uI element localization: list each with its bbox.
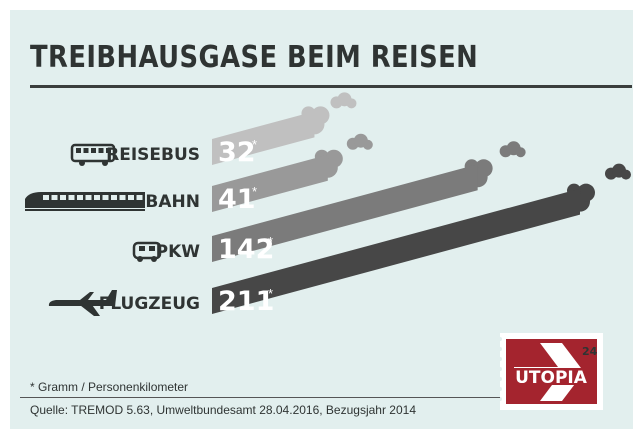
train-window	[111, 195, 117, 200]
smoke-cloud	[577, 183, 595, 202]
source-divider	[20, 397, 500, 398]
train-window	[43, 195, 49, 200]
smoke-cloud	[515, 147, 526, 158]
chart-title: TREIBHAUSGASE BEIM REISEN	[30, 40, 479, 75]
train-window	[51, 195, 58, 200]
bar-pkw	[212, 164, 478, 262]
asterisk: *	[252, 137, 257, 152]
smoke-cloud	[346, 98, 357, 109]
bus-window	[76, 148, 81, 153]
category-label: BAHN	[145, 192, 200, 212]
source-note: Quelle: TREMOD 5.63, Umweltbundesamt 28.…	[30, 403, 416, 417]
bus-window	[106, 148, 111, 153]
asterisk: *	[252, 184, 257, 199]
chart-row: 41*BAHN	[25, 133, 373, 215]
car-window	[149, 246, 155, 251]
train-window	[136, 195, 143, 200]
footnote: * Gramm / Personenkilometer	[30, 380, 189, 394]
bar-value-label: 41	[218, 184, 256, 215]
bar-bahn	[212, 154, 328, 212]
asterisk: *	[268, 234, 273, 249]
bus-wheel	[102, 160, 108, 166]
train-window	[94, 195, 100, 200]
car-wheel	[137, 256, 143, 262]
train-window	[68, 195, 75, 200]
smoke-cloud	[362, 139, 373, 150]
chart-row: 211*FLUGZEUG	[48, 163, 631, 317]
smoke-cloud	[324, 149, 343, 168]
bus-window	[91, 148, 96, 153]
airplane-wing	[80, 292, 94, 300]
car-icon	[132, 241, 162, 262]
car-window	[139, 246, 145, 251]
utopia-logo: 24 UTOPIA	[500, 333, 603, 410]
category-label: REISEBUS	[106, 145, 200, 165]
logo-number: 24	[582, 345, 598, 358]
stamp-perforation	[500, 337, 502, 401]
train-window	[128, 195, 134, 200]
bar-reisebus	[212, 111, 315, 165]
asterisk: *	[268, 286, 273, 301]
bus-window	[98, 148, 104, 153]
chart-row: 142*PKW	[132, 141, 526, 265]
airplane-fuselage	[48, 290, 118, 306]
train-window	[77, 195, 83, 200]
train-rail	[25, 209, 145, 211]
car-wheel	[151, 256, 157, 262]
logo-wordmark: UTOPIA	[515, 368, 588, 388]
category-label: PKW	[156, 242, 201, 262]
category-label: FLUGZEUG	[99, 294, 200, 314]
train-window	[102, 195, 109, 200]
chart-row: 32* REISEBUS	[70, 92, 357, 168]
bar-value-label: 32	[218, 137, 256, 168]
train-window	[60, 195, 66, 200]
car-body	[132, 241, 162, 260]
train-icon	[25, 192, 145, 211]
airplane-wing	[76, 302, 100, 316]
bar-value-label: 211	[218, 286, 274, 317]
smoke-cloud	[311, 106, 330, 125]
bus-wheel	[79, 160, 85, 166]
bus-window	[83, 148, 89, 153]
bus-body	[70, 143, 116, 163]
smoke-cloud	[474, 159, 493, 178]
bar-value-label: 142	[218, 234, 274, 265]
bus-icon	[70, 143, 116, 166]
train-window	[85, 195, 92, 200]
smoke-cloud	[621, 169, 631, 180]
train-window	[119, 195, 126, 200]
airplane-icon	[48, 290, 118, 316]
title-underline	[30, 85, 632, 88]
bar-flugzeug	[212, 188, 580, 314]
